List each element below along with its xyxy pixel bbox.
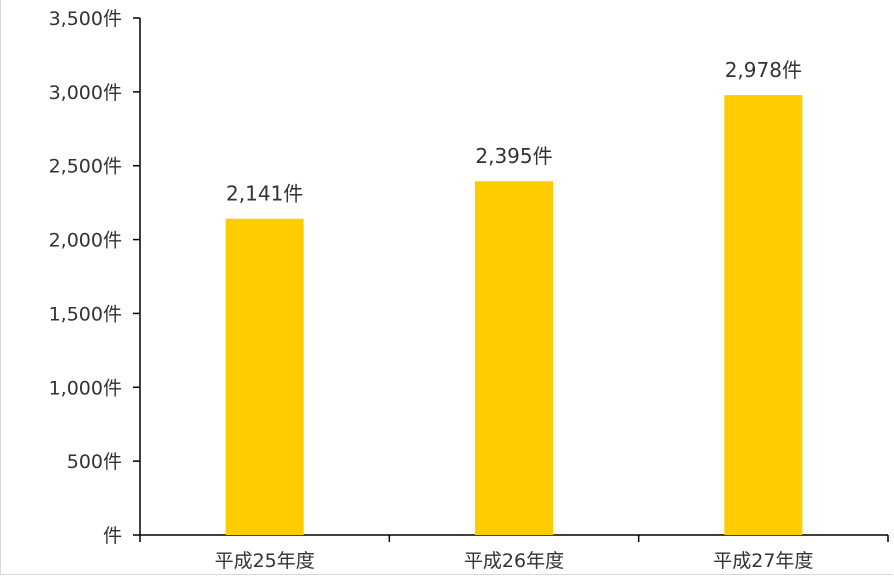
bars (225, 95, 803, 535)
bar (475, 181, 553, 535)
bar (225, 218, 304, 535)
y-tick-label: 1,500件 (49, 303, 122, 325)
data-labels: 2,141件 2,395件 2,978件 (226, 58, 802, 206)
x-category-label: 平成26年度 (464, 550, 564, 572)
x-category-label: 平成25年度 (215, 550, 315, 572)
y-tick-label: 2,500件 (49, 156, 122, 178)
y-tick-label: 件 (103, 525, 122, 547)
y-axis: 件 500件 1,000件 1,500件 2,000件 2,500件 3,000件 3,500… (49, 8, 141, 547)
bar-value-label: 2,395件 (475, 144, 552, 168)
y-tick-label: 1,000件 (49, 377, 122, 399)
y-tick-label: 500件 (67, 451, 122, 473)
bar-value-label: 2,978件 (725, 58, 802, 82)
bar-value-label: 2,141件 (226, 182, 303, 206)
x-axis: 平成25年度 平成26年度 平成27年度 (139, 534, 889, 572)
y-tick-label: 3,500件 (49, 8, 122, 30)
x-category-label: 平成27年度 (713, 550, 813, 572)
bar (724, 95, 803, 535)
y-tick-label: 2,000件 (49, 230, 122, 252)
y-tick-label: 3,000件 (49, 82, 122, 104)
